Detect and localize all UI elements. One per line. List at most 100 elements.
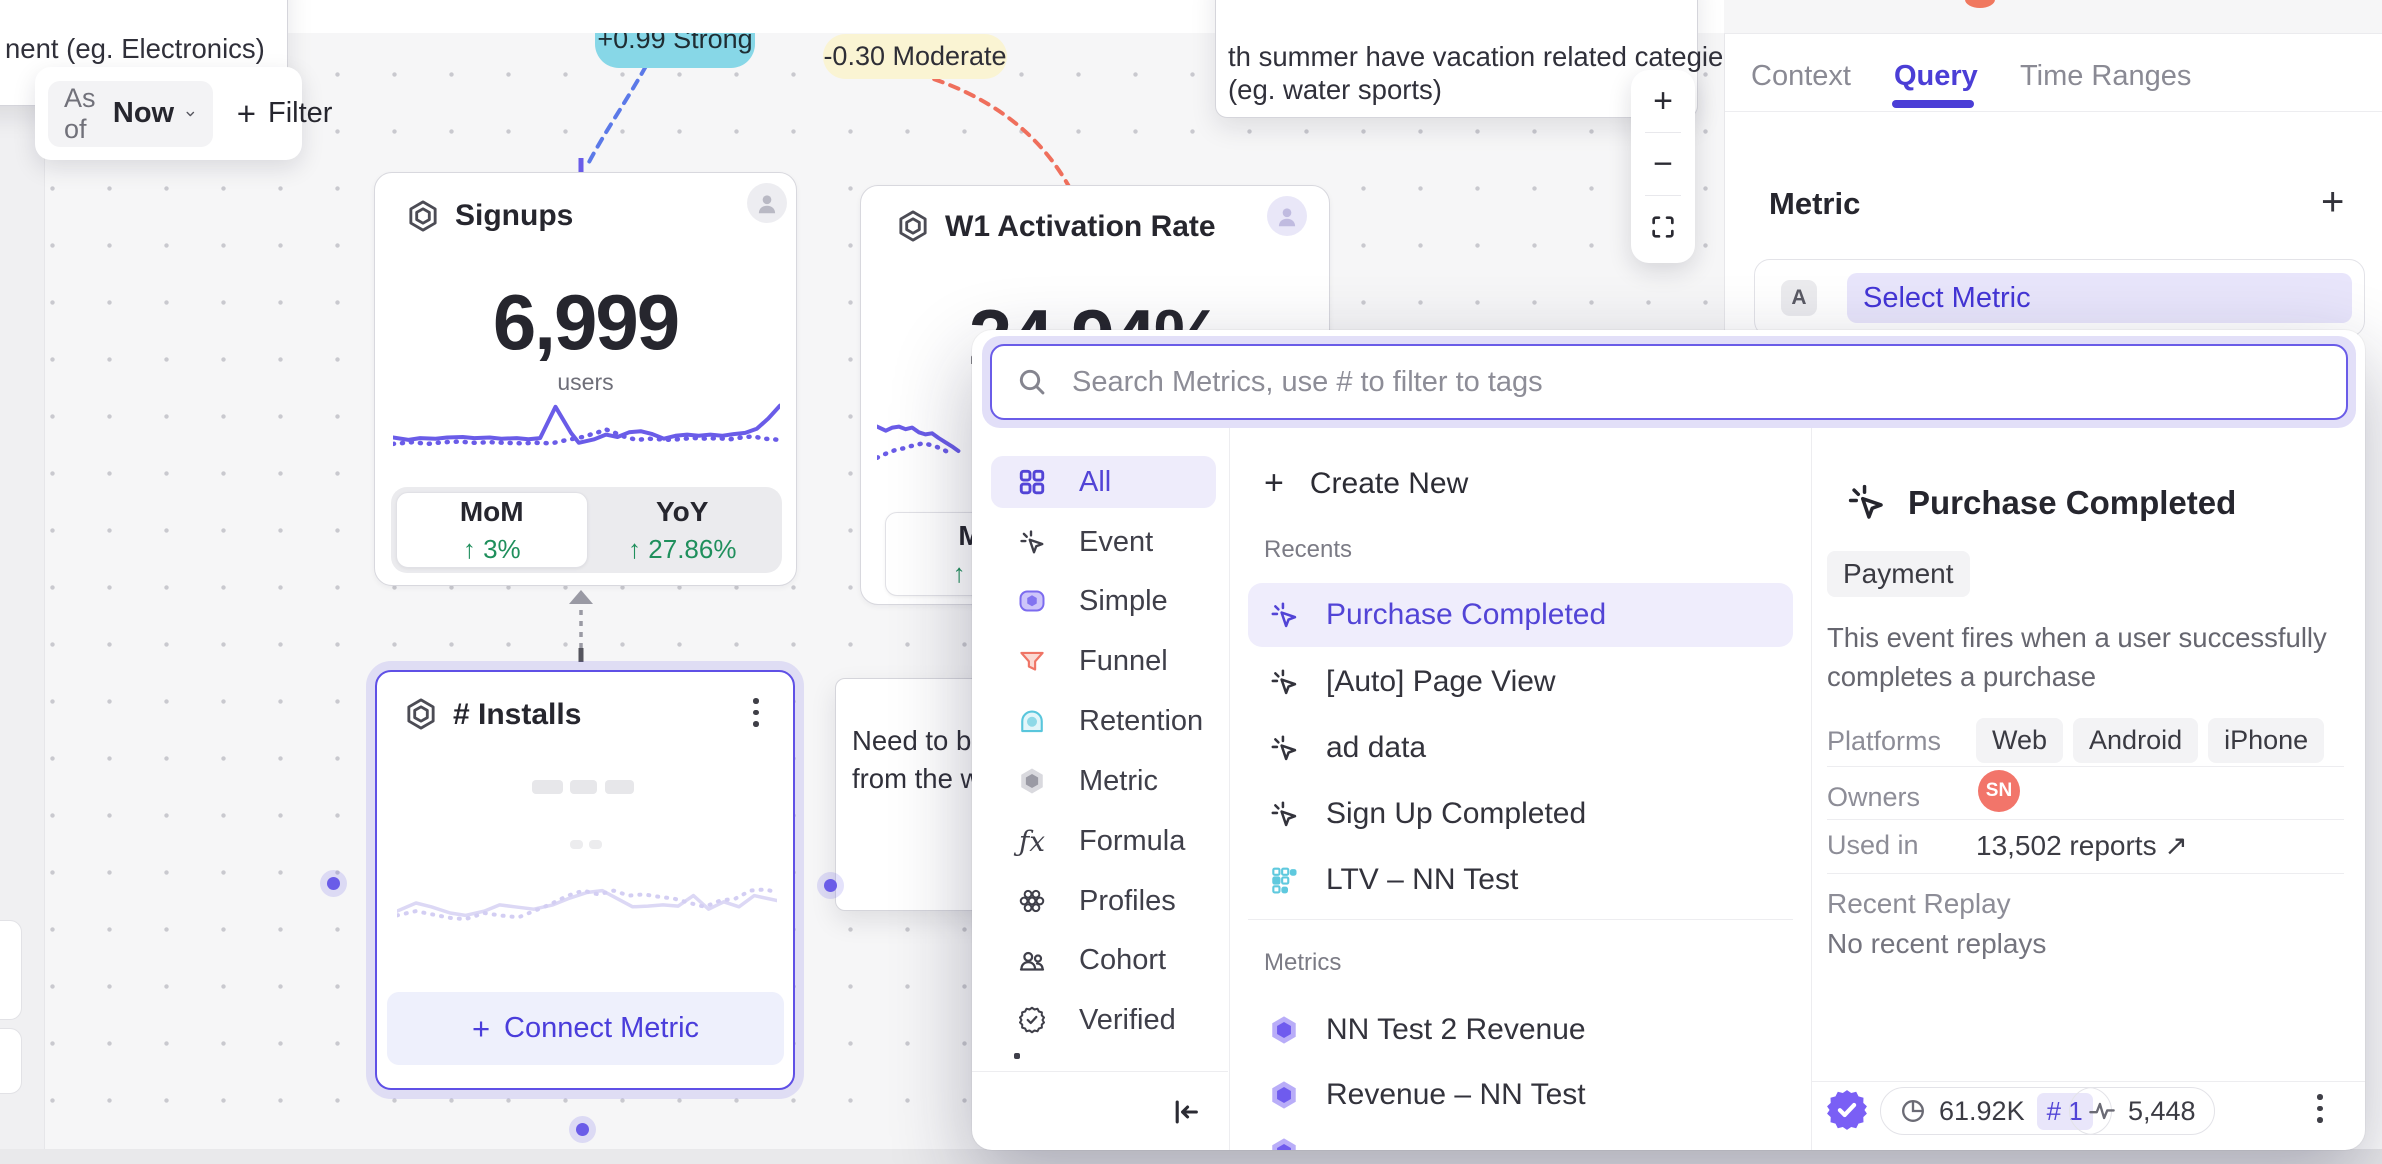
recent-item-ltv-nn-test[interactable]: LTV – NN Test <box>1248 848 1793 912</box>
detail-title: Purchase Completed <box>1908 484 2237 521</box>
detail-menu-button[interactable] <box>2317 1094 2323 1123</box>
bottom-strip <box>0 1149 2382 1164</box>
category-funnel[interactable]: Funnel <box>991 635 1216 687</box>
tab-context[interactable]: Context <box>1751 60 1851 92</box>
value-skeleton <box>570 780 597 794</box>
toggle-mom[interactable]: MoM ↑ 3% <box>396 492 588 568</box>
tab-time-ranges[interactable]: Time Ranges <box>2020 60 2192 92</box>
metric-card-signups[interactable]: Signups 6,999 users MoM ↑ 3% YoY ↑ 27.86… <box>374 172 797 586</box>
zoom-out-button[interactable]: − <box>1653 144 1673 183</box>
sparkline-solid <box>395 877 779 939</box>
card-menu-button[interactable] <box>753 698 759 727</box>
query-count-stat[interactable]: 5,448 <box>2069 1087 2215 1135</box>
toggle-yoy[interactable]: YoY ↑ 27.86% <box>628 495 737 564</box>
zoom-controls: + − <box>1631 70 1695 263</box>
correlation-lines <box>578 64 1076 662</box>
filter-label: Filter <box>268 97 333 129</box>
recent-item-auto-page-view[interactable]: [Auto] Page View <box>1248 650 1793 714</box>
metric-item-nn-test-2-revenue[interactable]: NN Test 2 Revenue <box>1248 998 1793 1062</box>
search-input[interactable] <box>1070 364 2322 400</box>
detail-tag[interactable]: Payment <box>1827 551 1970 597</box>
event-spark-icon <box>1020 530 1044 554</box>
connector-arrow-up <box>569 590 593 604</box>
recent-item-sign-up-completed[interactable]: Sign Up Completed <box>1248 782 1793 846</box>
retention-icon <box>1021 710 1043 733</box>
chevron-down-icon <box>186 111 195 116</box>
value-skeleton <box>532 780 563 794</box>
category-verified[interactable]: Verified <box>991 994 1216 1046</box>
series-badge: A <box>1781 280 1817 316</box>
connect-metric-button[interactable]: + Connect Metric <box>387 992 784 1065</box>
filter-button[interactable]: + Filter <box>237 95 333 133</box>
category-retention[interactable]: Retention <box>991 695 1216 747</box>
cohort-people-icon <box>1019 951 1045 971</box>
fit-screen-button[interactable] <box>1631 196 1695 258</box>
metric-hexagon-icon <box>1272 1081 1296 1109</box>
detail-description: This event fires when a user successfull… <box>1827 622 2327 692</box>
left-toolbar-strip <box>0 0 45 1164</box>
used-in-link[interactable]: 13,502 reports ↗ <box>1976 830 2188 861</box>
pulse-icon <box>2089 1102 2115 1120</box>
connector-dot-bottom[interactable] <box>576 1123 589 1136</box>
zoom-in-button[interactable]: + <box>1653 81 1673 120</box>
category-profiles[interactable]: Profiles <box>991 875 1216 927</box>
connector-dot-left[interactable] <box>327 877 340 890</box>
metric-section-heading: Metric <box>1769 186 1861 221</box>
left-strip-item[interactable] <box>0 1028 22 1094</box>
grid-icon <box>1019 469 1045 495</box>
as-of-label: As of <box>64 82 96 144</box>
recent-item-ad-data[interactable]: ad data <box>1248 716 1793 780</box>
metric-hexagon-icon <box>895 208 931 249</box>
person-icon <box>1278 208 1296 227</box>
owner-avatar[interactable]: SN <box>1978 770 2020 812</box>
connector-dot-right[interactable] <box>824 879 837 892</box>
select-metric-row[interactable]: A Select Metric <box>1754 259 2365 337</box>
sticky-note-bring[interactable]: Need to brin from the wa <box>835 678 1002 911</box>
unit-skeleton <box>570 840 583 849</box>
owners-label: Owners <box>1827 782 1921 812</box>
event-spark-icon <box>1271 602 1297 628</box>
tab-query[interactable]: Query <box>1894 60 1978 92</box>
category-cohort[interactable]: Cohort <box>991 934 1216 986</box>
as-of-dropdown[interactable]: As of Now <box>48 80 213 147</box>
left-strip-item[interactable] <box>0 920 22 1020</box>
category-metric[interactable]: Metric <box>991 755 1216 807</box>
verified-badge-icon[interactable] <box>1824 1087 1870 1138</box>
avatar[interactable] <box>1267 196 1307 236</box>
select-metric-pill[interactable]: Select Metric <box>1847 273 2352 323</box>
sparkline-dotted <box>390 401 783 459</box>
create-new-button[interactable]: + Create New <box>1264 464 1469 502</box>
platform-chip: iPhone <box>2208 718 2325 763</box>
category-all[interactable]: All <box>991 456 1216 508</box>
metric-hexagon-icon <box>403 696 439 737</box>
used-in-label: Used in <box>1827 830 1919 860</box>
recent-replay-label: Recent Replay <box>1827 888 2011 919</box>
simple-icon <box>1019 590 1045 612</box>
recent-item-purchase-completed[interactable]: Purchase Completed <box>1248 583 1793 647</box>
category-event[interactable]: Event <box>991 516 1216 568</box>
platform-chips: Web Android iPhone <box>1976 718 2325 763</box>
event-volume-stat[interactable]: 61.92K # 1 <box>1880 1087 2112 1135</box>
add-metric-button[interactable]: + <box>2321 180 2345 224</box>
platform-chip: Android <box>2073 718 2199 763</box>
fullscreen-icon <box>1652 216 1674 238</box>
card-title: Signups <box>455 199 574 232</box>
correlation-badge-moderate[interactable]: -0.30 Moderate <box>823 34 1007 79</box>
collapse-sidebar-button[interactable] <box>1168 1095 1202 1134</box>
category-simple[interactable]: Simple <box>991 575 1216 627</box>
metric-card-installs[interactable]: # Installs + Connect Metric <box>375 670 795 1090</box>
plus-icon: + <box>236 94 257 132</box>
event-spark-icon <box>1271 735 1297 761</box>
metric-item-revenue-nn-test[interactable]: Revenue – NN Test <box>1248 1063 1793 1127</box>
value-skeleton <box>605 780 634 794</box>
sticky-note-summer[interactable]: th summer have vacation related categies… <box>1215 0 1737 118</box>
unit-skeleton <box>589 840 602 849</box>
sparkline-dotted <box>395 877 779 939</box>
recent-replay-value: No recent replays <box>1827 928 2047 959</box>
avatar[interactable] <box>747 183 787 223</box>
search-bar[interactable] <box>990 344 2348 420</box>
category-formula[interactable]: ƒx Formula <box>1018 824 1186 858</box>
metric-value: 6,999 <box>492 278 680 366</box>
note-text: (eg. water sports) <box>1228 74 1442 105</box>
select-metric-popup: All Event Simple Funnel Retention Metric… <box>972 330 2365 1150</box>
